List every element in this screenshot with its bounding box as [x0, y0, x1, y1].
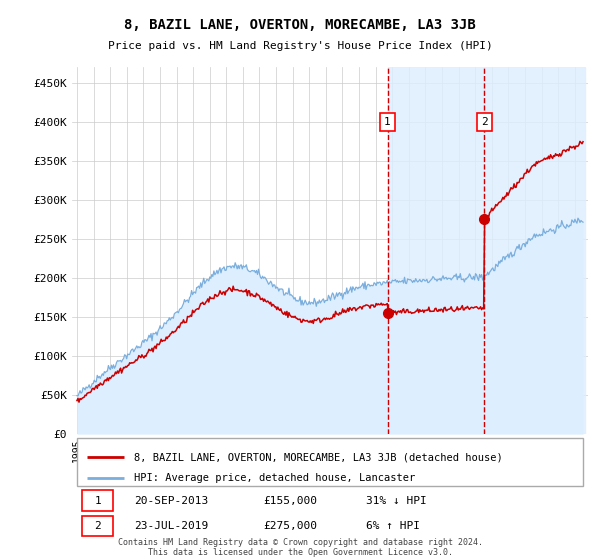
Bar [484, 67, 584, 434]
Text: £275,000: £275,000 [263, 521, 317, 531]
Text: 8, BAZIL LANE, OVERTON, MORECAMBE, LA3 3JB (detached house): 8, BAZIL LANE, OVERTON, MORECAMBE, LA3 3… [134, 452, 503, 462]
Text: 31% ↓ HPI: 31% ↓ HPI [366, 496, 427, 506]
Text: 20-SEP-2013: 20-SEP-2013 [134, 496, 208, 506]
Text: 2: 2 [94, 521, 101, 531]
Text: Contains HM Land Registry data © Crown copyright and database right 2024.
This d: Contains HM Land Registry data © Crown c… [118, 538, 482, 557]
Text: 8, BAZIL LANE, OVERTON, MORECAMBE, LA3 3JB: 8, BAZIL LANE, OVERTON, MORECAMBE, LA3 3… [124, 18, 476, 32]
Text: 2: 2 [481, 117, 488, 127]
Text: HPI: Average price, detached house, Lancaster: HPI: Average price, detached house, Lanc… [134, 473, 415, 483]
Bar [388, 67, 484, 434]
Text: 1: 1 [94, 496, 101, 506]
Bar [82, 491, 113, 511]
Text: Price paid vs. HM Land Registry's House Price Index (HPI): Price paid vs. HM Land Registry's House … [107, 41, 493, 51]
Text: 6% ↑ HPI: 6% ↑ HPI [366, 521, 420, 531]
Text: 1: 1 [384, 117, 391, 127]
Bar [82, 516, 113, 536]
Text: 23-JUL-2019: 23-JUL-2019 [134, 521, 208, 531]
Text: £155,000: £155,000 [263, 496, 317, 506]
